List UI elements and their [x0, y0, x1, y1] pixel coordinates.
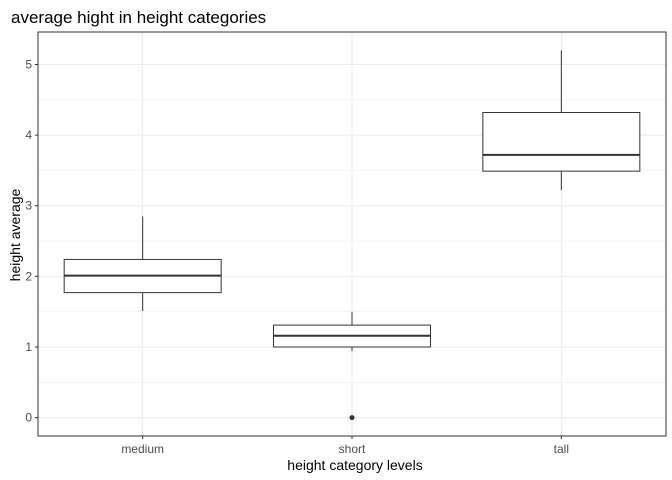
y-axis: 0 1 2 3 4 5: [25, 57, 38, 425]
x-axis-title: height category levels: [287, 457, 422, 473]
box-medium: [63, 216, 222, 311]
y-tick-label: 1: [25, 340, 32, 354]
y-tick-label: 4: [25, 128, 32, 142]
y-axis-title: height average: [7, 188, 23, 281]
x-tick-label-tall: tall: [554, 442, 569, 456]
x-tick-label-medium: medium: [121, 442, 164, 456]
box-short: [273, 311, 431, 421]
box-iqr: [482, 112, 641, 172]
grid: [38, 32, 666, 436]
x-axis: medium short tall: [121, 436, 569, 456]
box-tall: [482, 50, 641, 191]
chart-title: average hight in height categories: [11, 8, 266, 27]
boxes: [63, 50, 641, 421]
y-tick-label: 0: [25, 411, 32, 425]
outlier-point: [349, 415, 355, 421]
y-tick-label: 2: [25, 269, 32, 283]
y-tick-label: 3: [25, 199, 32, 213]
x-tick-label-short: short: [339, 442, 366, 456]
y-tick-label: 5: [25, 57, 32, 71]
